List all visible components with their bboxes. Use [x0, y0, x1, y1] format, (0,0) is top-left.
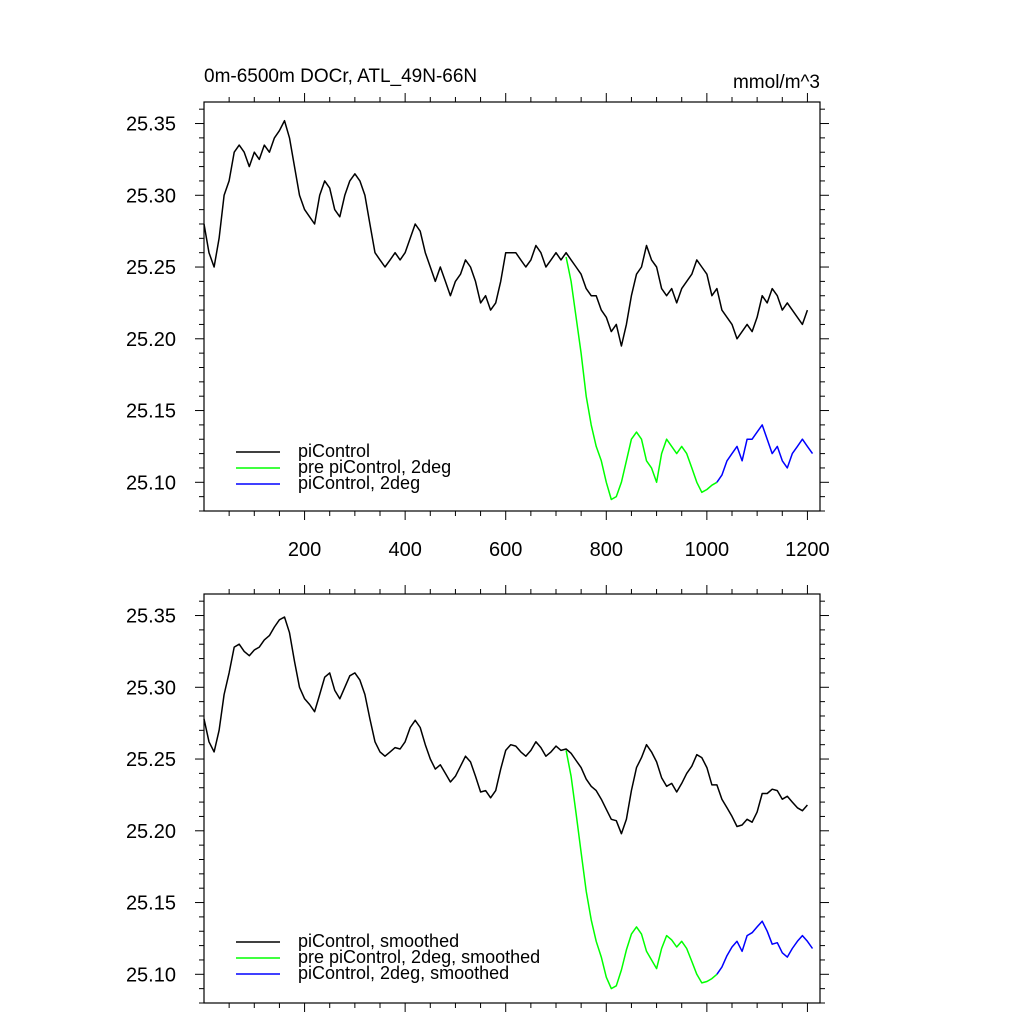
y-tick-label: 25.10 [126, 964, 176, 986]
series-line-2 [565, 750, 718, 990]
y-tick-label: 25.30 [126, 185, 176, 207]
legend-label: pre piControl, 2deg, smoothed [298, 947, 540, 967]
series-line-1 [203, 616, 808, 835]
y-tick-label: 25.20 [126, 821, 176, 843]
legend-label: piControl, 2deg, smoothed [298, 963, 509, 983]
y-tick-label: 25.30 [126, 677, 176, 699]
series-line-2 [565, 256, 718, 501]
y-tick-label: 25.25 [126, 257, 176, 279]
legend-label: piControl [298, 441, 370, 461]
chart-title: 0m-6500m DOCr, ATL_49N-66N [204, 66, 477, 87]
y-tick-label: 25.15 [126, 401, 176, 423]
y-tick-label: 25.25 [126, 749, 176, 771]
top-panel: 25.10 25.15 25.20 25.25 25.30 25.35 200 400 600 8… [126, 93, 830, 561]
legend-label: piControl, smoothed [298, 931, 459, 951]
x-tick-label: 600 [489, 539, 522, 561]
bottom-panel: 25.10 25.15 25.20 25.25 25.30 25.35 piControl,… [126, 585, 829, 1012]
y-tick-label: 25.10 [126, 472, 176, 494]
legend-label: piControl, 2deg [298, 473, 420, 493]
y-tick-label: 25.15 [126, 893, 176, 915]
series-line-3 [716, 920, 814, 975]
x-tick-label: 1200 [785, 539, 830, 561]
y-tick-label: 25.35 [126, 606, 176, 628]
top-plot-frame [203, 101, 821, 512]
x-tick-label: 400 [388, 539, 421, 561]
y-tick-label: 25.35 [126, 114, 176, 136]
bottom-plot-frame [203, 593, 821, 1004]
series-line-1 [203, 119, 809, 347]
units-label: mmol/m^3 [733, 72, 820, 93]
x-tick-label: 800 [590, 539, 623, 561]
series-line-3 [716, 424, 814, 483]
x-tick-label: 1000 [685, 539, 730, 561]
legend-label: pre piControl, 2deg [298, 457, 451, 477]
y-tick-label: 25.20 [126, 329, 176, 351]
x-tick-label: 200 [288, 539, 321, 561]
